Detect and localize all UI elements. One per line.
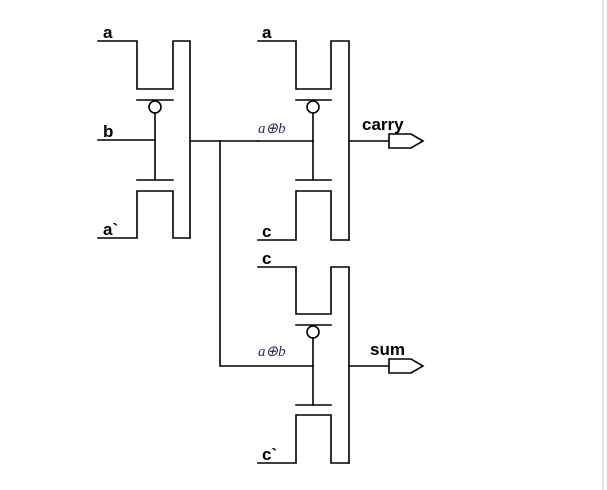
- g3-bot-path: [257, 414, 350, 464]
- label-g3-xor: a⊕b: [258, 344, 286, 360]
- g2-bot-path: [257, 190, 350, 241]
- transmission-gate-3: [257, 266, 425, 464]
- g3-inversion-bubble: [306, 325, 320, 339]
- xor-branch-wire: [219, 140, 314, 367]
- label-g3-c: c: [262, 249, 271, 268]
- sum-label: sum: [370, 340, 405, 359]
- g2-top-path: [257, 40, 350, 241]
- label-g1-a-bar: a`: [103, 220, 118, 239]
- carry-output-arrow: [388, 133, 425, 149]
- g1-inversion-bubble: [148, 100, 162, 114]
- carry-label: carry: [362, 115, 404, 134]
- label-g1-a: a: [103, 23, 113, 42]
- label-g2-c: c: [262, 222, 271, 241]
- label-g2-a: a: [262, 23, 272, 42]
- label-g2-xor: a⊕b: [258, 121, 286, 137]
- transmission-gate-1: [97, 40, 259, 239]
- g2-inversion-bubble: [306, 100, 320, 114]
- label-g1-b: b: [103, 122, 113, 141]
- g3-top-path: [257, 266, 350, 464]
- g1-top-path: [97, 40, 191, 239]
- g1-bot-path: [97, 190, 191, 239]
- transmission-gate-2: [257, 40, 425, 241]
- sum-output-arrow: [388, 358, 425, 374]
- label-g3-c-bar: c`: [262, 445, 277, 464]
